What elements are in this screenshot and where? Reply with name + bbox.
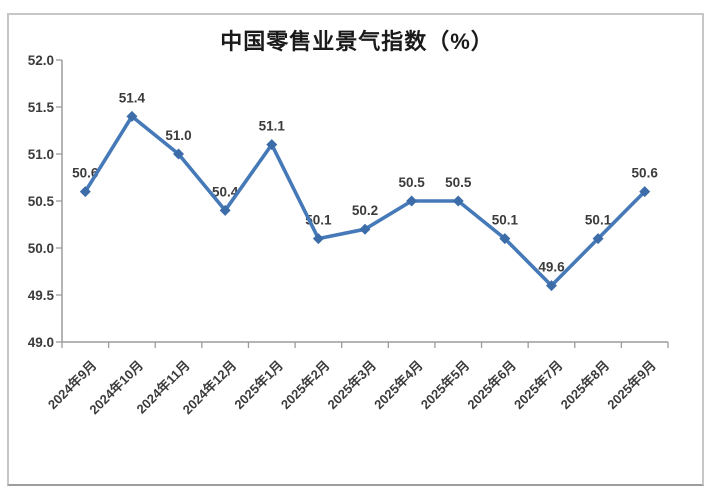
- data-label: 49.6: [538, 260, 565, 275]
- x-axis-ticks: [61, 342, 669, 348]
- x-tick-label: 2025年6月: [464, 358, 519, 413]
- y-tick-label: 49.5: [28, 288, 55, 303]
- data-label: 51.4: [119, 90, 146, 105]
- data-label: 51.0: [165, 128, 191, 143]
- data-point-marker: [312, 233, 324, 245]
- data-point-marker: [219, 204, 231, 216]
- data-label: 50.6: [632, 166, 659, 181]
- axis-lines: [61, 60, 668, 343]
- data-point-marker: [79, 186, 91, 198]
- data-point-marker: [452, 195, 464, 207]
- data-point-marker: [359, 223, 371, 235]
- y-tick-label: 49.0: [28, 335, 54, 350]
- data-point-marker: [639, 186, 651, 198]
- data-label: 50.1: [492, 213, 519, 228]
- y-tick-label: 50.0: [28, 241, 54, 256]
- y-tick-label: 51.0: [28, 147, 54, 162]
- data-point-marker: [406, 195, 418, 207]
- data-label: 50.1: [585, 213, 612, 228]
- x-tick-label: 2025年8月: [558, 358, 613, 413]
- data-point-marker: [126, 110, 138, 122]
- y-axis-tick-labels: 49.0 49.5 50.0 50.5 51.0 51.5 52.0: [28, 53, 62, 350]
- data-labels: 50.6 51.4 51.0 50.4 51.1 50.1 50.2 50.5 50.5 50.1…: [72, 90, 658, 274]
- x-tick-label: 2025年4月: [371, 358, 426, 413]
- y-tick-label: 50.5: [28, 194, 55, 209]
- data-point-marker: [592, 233, 604, 245]
- data-label: 50.4: [212, 184, 239, 199]
- data-point-marker: [545, 280, 557, 292]
- chart-title: 中国零售业景气指数（%）: [220, 29, 494, 54]
- data-label: 50.6: [72, 166, 99, 181]
- x-tick-label: 2025年1月: [231, 358, 286, 413]
- data-label: 50.5: [445, 175, 472, 190]
- data-label: 51.1: [259, 119, 286, 134]
- data-point-marker: [173, 148, 185, 160]
- data-point-marker: [266, 139, 278, 151]
- y-tick-label: 52.0: [28, 53, 54, 68]
- x-tick-label: 2025年9月: [604, 358, 659, 413]
- x-axis-tick-labels: 2024年9月2024年10月2024年11月2024年12月2025年1月20…: [45, 358, 659, 418]
- data-label: 50.2: [352, 203, 378, 218]
- x-tick-label: 2025年3月: [325, 358, 380, 413]
- y-tick-label: 51.5: [28, 100, 55, 115]
- data-point-marker: [499, 233, 511, 245]
- data-point-markers: [79, 110, 651, 292]
- x-tick-label: 2025年5月: [418, 358, 473, 413]
- x-tick-label: 2025年2月: [278, 358, 333, 413]
- x-tick-label: 2025年7月: [511, 358, 566, 413]
- data-label: 50.5: [398, 175, 425, 190]
